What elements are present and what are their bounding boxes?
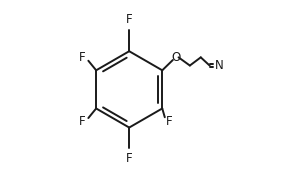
Text: F: F — [79, 51, 86, 64]
Text: F: F — [79, 115, 86, 128]
Text: N: N — [215, 59, 224, 72]
Text: O: O — [171, 51, 180, 64]
Text: F: F — [166, 115, 173, 128]
Text: F: F — [126, 152, 133, 165]
Text: F: F — [126, 13, 133, 26]
